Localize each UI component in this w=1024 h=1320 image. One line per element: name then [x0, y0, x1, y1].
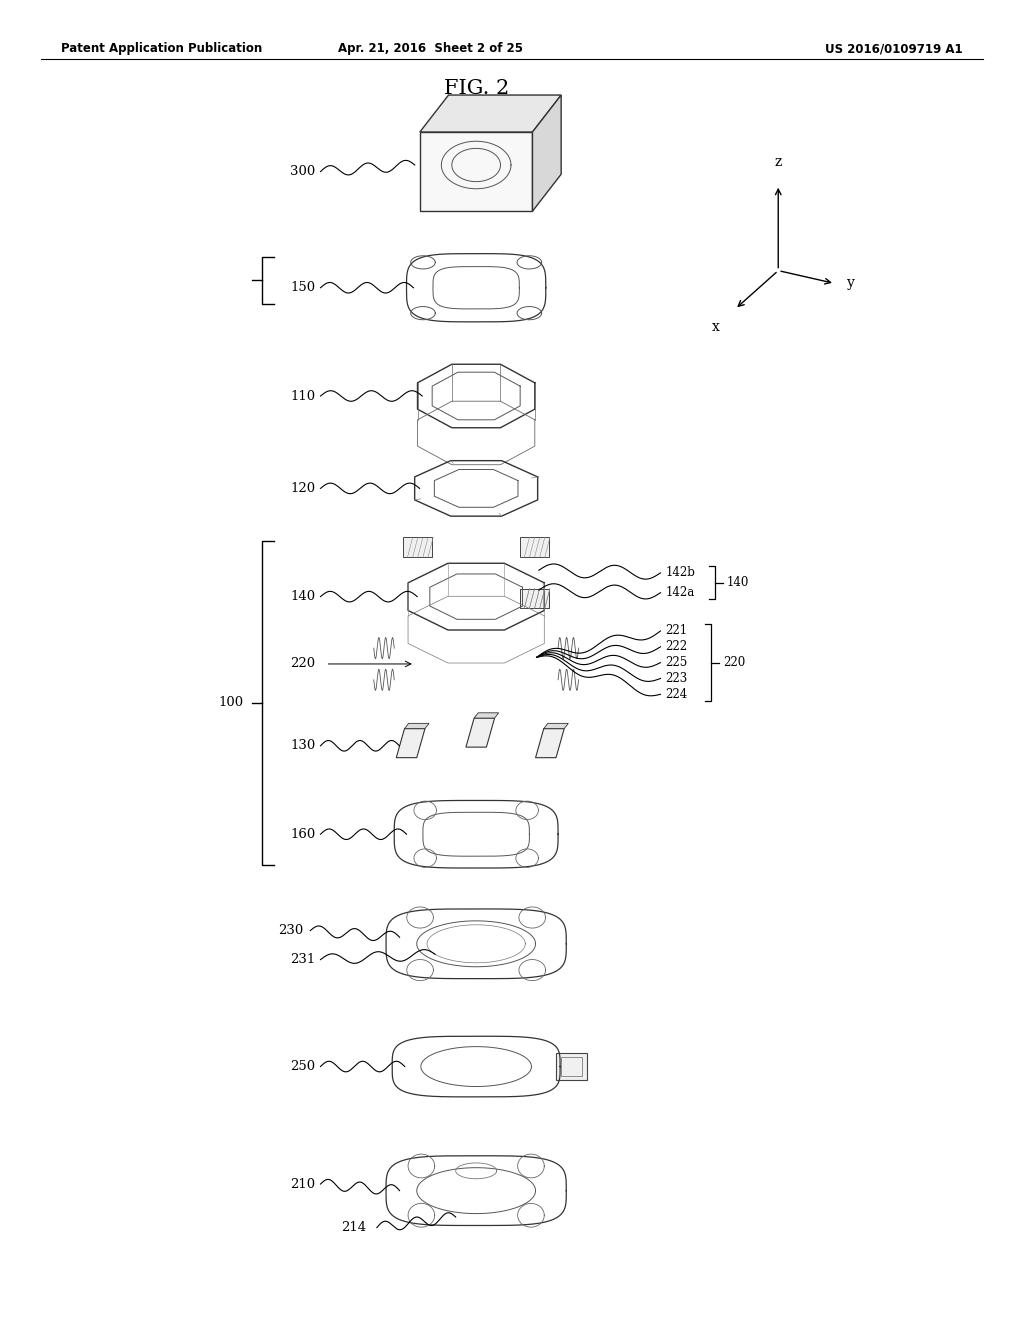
Text: 150: 150	[290, 281, 315, 294]
Text: 250: 250	[290, 1060, 315, 1073]
Text: 221: 221	[666, 624, 688, 638]
Polygon shape	[404, 723, 429, 729]
Polygon shape	[396, 729, 425, 758]
Text: 210: 210	[290, 1177, 315, 1191]
Text: 142b: 142b	[666, 566, 695, 579]
Polygon shape	[420, 95, 561, 132]
Text: 140: 140	[290, 590, 315, 603]
Text: 130: 130	[290, 739, 315, 752]
Text: x: x	[712, 319, 720, 334]
Polygon shape	[544, 723, 568, 729]
Text: Apr. 21, 2016  Sheet 2 of 25: Apr. 21, 2016 Sheet 2 of 25	[338, 42, 522, 55]
Polygon shape	[466, 718, 495, 747]
Text: 300: 300	[290, 165, 315, 178]
Text: Patent Application Publication: Patent Application Publication	[61, 42, 263, 55]
Polygon shape	[520, 589, 549, 609]
Polygon shape	[536, 729, 564, 758]
Polygon shape	[520, 589, 549, 609]
Text: 220: 220	[290, 657, 315, 671]
Text: 223: 223	[666, 672, 688, 685]
Text: 160: 160	[290, 828, 315, 841]
Text: 120: 120	[290, 482, 315, 495]
Text: 224: 224	[666, 688, 688, 701]
Text: 220: 220	[723, 656, 745, 669]
Text: US 2016/0109719 A1: US 2016/0109719 A1	[825, 42, 963, 55]
Text: 222: 222	[666, 640, 688, 653]
Text: 225: 225	[666, 656, 688, 669]
Text: 214: 214	[341, 1221, 367, 1234]
Text: 230: 230	[278, 924, 303, 937]
Text: 140: 140	[727, 577, 750, 589]
Text: FIG. 2: FIG. 2	[443, 79, 509, 98]
Text: 231: 231	[290, 953, 315, 966]
Text: 142a: 142a	[666, 586, 695, 599]
Polygon shape	[474, 713, 499, 718]
Polygon shape	[420, 132, 532, 211]
Text: y: y	[847, 276, 855, 290]
Polygon shape	[403, 537, 432, 557]
Polygon shape	[556, 1053, 587, 1080]
Text: 100: 100	[218, 697, 244, 709]
Text: 110: 110	[290, 389, 315, 403]
Polygon shape	[520, 537, 549, 557]
Text: z: z	[774, 154, 782, 169]
Polygon shape	[532, 95, 561, 211]
